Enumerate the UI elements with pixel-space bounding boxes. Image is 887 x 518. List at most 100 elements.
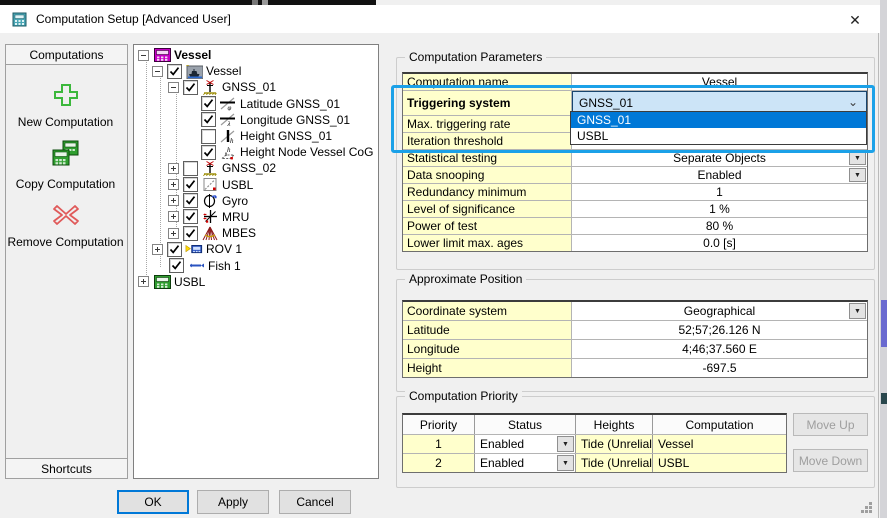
tree-checkbox[interactable] <box>201 144 216 160</box>
row-value-data-snooping[interactable]: Enabled ▼ <box>572 167 867 183</box>
tree-item-label: Height Node Vessel CoG <box>240 145 374 160</box>
tree-item-vessel[interactable]: Vessel <box>134 63 378 79</box>
row-value-statistical-testing[interactable]: Separate Objects ▼ <box>572 150 867 166</box>
apply-button[interactable]: Apply <box>197 490 269 514</box>
close-icon[interactable]: ✕ <box>849 11 861 28</box>
column-header-priority: Priority <box>403 415 475 434</box>
add-icon <box>52 82 80 111</box>
tree-item-height-node-vessel-cog[interactable]: h Height Node Vessel CoG <box>134 144 378 160</box>
expand-plus-icon[interactable] <box>168 227 179 239</box>
usbl-computation-icon <box>153 274 171 289</box>
priority-cell: 1 <box>403 435 475 453</box>
dropdown-arrow-button[interactable]: ▼ <box>849 168 866 182</box>
dropdown-option-usbl[interactable]: USBL <box>577 129 609 143</box>
dropdown-arrow-button[interactable]: ▼ <box>557 436 574 452</box>
tree-checkbox[interactable] <box>183 177 198 193</box>
row-value-longitude[interactable]: 4;46;37.560 E <box>572 340 867 358</box>
collapse-minus-icon[interactable] <box>168 81 179 93</box>
row-value-computation-name[interactable]: Vessel <box>572 74 867 90</box>
tree-checkbox[interactable] <box>167 241 182 257</box>
computations-panel <box>5 44 128 479</box>
row-value-power-of-test[interactable]: 80 % <box>572 218 867 234</box>
expand-plus-icon[interactable] <box>152 243 163 255</box>
dialog-right-border <box>878 5 879 518</box>
column-header-heights: Heights <box>576 415 653 434</box>
title-bar[interactable]: Computation Setup [Advanced User] ✕ <box>0 5 880 33</box>
status-combo[interactable]: Enabled ▼ <box>475 454 576 472</box>
move-up-button[interactable]: Move Up <box>793 413 868 436</box>
value-text: 1 % <box>709 202 730 216</box>
new-computation-button[interactable]: New Computation <box>6 82 125 129</box>
expand-plus-icon[interactable] <box>168 195 179 207</box>
mru-icon <box>201 209 219 224</box>
copy-computation-button[interactable]: Copy Computation <box>6 138 125 191</box>
collapse-minus-icon[interactable] <box>138 49 149 61</box>
table-row: Longitude 4;46;37.560 E <box>403 339 867 358</box>
gnss-antenna-icon <box>201 80 219 95</box>
computation-icon <box>153 48 171 63</box>
tree-item-longitude-gnss-01[interactable]: λ Longitude GNSS_01 <box>134 112 378 128</box>
tree-item-vessel[interactable]: Vessel <box>134 47 378 63</box>
collapse-minus-icon[interactable] <box>152 65 163 77</box>
heights-cell[interactable]: Tide (Unrelial <box>576 435 653 453</box>
row-value-coordinate-system[interactable]: Geographical ▼ <box>572 302 867 320</box>
tree-checkbox[interactable] <box>201 128 216 144</box>
row-value-lower-limit-max-ages[interactable]: 0.0 [s] <box>572 235 867 251</box>
tree-item-height-gnss-01[interactable]: h Height GNSS_01 <box>134 128 378 144</box>
approximate-position-title: Approximate Position <box>405 272 527 286</box>
triggering-system-dropdown-list[interactable]: GNSS_01 USBL <box>570 111 867 145</box>
cancel-button[interactable]: Cancel <box>279 490 351 514</box>
dropdown-arrow-button[interactable]: ▼ <box>557 455 574 471</box>
tree-item-gyro[interactable]: Gyro <box>134 193 378 209</box>
tree-item-gnss-01[interactable]: GNSS_01 <box>134 79 378 95</box>
heights-cell[interactable]: Tide (Unrelial <box>576 454 653 472</box>
value-text: -697.5 <box>702 361 737 375</box>
tree-item-latitude-gnss-01[interactable]: φ Latitude GNSS_01 <box>134 96 378 112</box>
expand-plus-icon[interactable] <box>168 162 179 174</box>
background-app-sliver <box>880 0 887 518</box>
shortcuts-header[interactable]: Shortcuts <box>5 458 128 479</box>
row-value-redundancy-minimum[interactable]: 1 <box>572 184 867 200</box>
row-value-height[interactable]: -697.5 <box>572 359 867 377</box>
tree-checkbox[interactable] <box>183 160 198 176</box>
move-down-button[interactable]: Move Down <box>793 449 868 472</box>
expand-plus-icon[interactable] <box>168 179 179 191</box>
tree-checkbox[interactable] <box>169 258 184 274</box>
value-text: Geographical <box>683 304 756 318</box>
row-label-computation-name: Computation name <box>403 74 572 90</box>
computation-cell: USBL <box>653 454 786 472</box>
tree-item-fish-1[interactable]: Fish 1 <box>134 257 378 274</box>
row-value-level-of-significance[interactable]: 1 % <box>572 201 867 217</box>
row-value-latitude[interactable]: 52;57;26.126 N <box>572 321 867 339</box>
computation-tree[interactable]: Vessel Vessel GNSS_01 φ Latitude GNSS_01 λ Lon… <box>133 44 379 479</box>
svg-text:φ: φ <box>228 104 232 111</box>
expand-plus-icon[interactable] <box>138 276 149 288</box>
remove-computation-button[interactable]: Remove Computation <box>6 202 125 249</box>
tree-item-mbes[interactable]: MBES <box>134 225 378 241</box>
dropdown-arrow-button[interactable]: ▼ <box>849 303 866 319</box>
value-text: 4;46;37.560 E <box>682 342 757 356</box>
tree-item-usbl[interactable]: USBL <box>134 274 378 290</box>
tree-checkbox[interactable] <box>183 193 198 209</box>
tree-checkbox[interactable] <box>183 209 198 225</box>
row-label-level-of-significance: Level of significance <box>403 201 572 217</box>
tree-checkbox[interactable] <box>167 63 182 79</box>
status-combo[interactable]: Enabled ▼ <box>475 435 576 453</box>
tree-item-usbl[interactable]: USBL <box>134 177 378 193</box>
tree-checkbox[interactable] <box>183 79 198 95</box>
tree-item-rov-1[interactable]: ROV 1 <box>134 241 378 257</box>
computation-parameters-title: Computation Parameters <box>405 50 547 64</box>
background-app-sliver-accent <box>881 300 887 347</box>
computation-parameters-table: Computation name Vessel Triggering system G… <box>402 72 868 252</box>
dropdown-arrow-button[interactable]: ▼ <box>849 151 866 165</box>
dropdown-option-gnss_01[interactable]: GNSS_01 <box>571 112 866 128</box>
tree-checkbox[interactable] <box>201 96 216 112</box>
tree-checkbox[interactable] <box>183 225 198 241</box>
expand-plus-icon[interactable] <box>168 211 179 223</box>
tree-item-gnss-02[interactable]: GNSS_02 <box>134 160 378 176</box>
resize-grip[interactable] <box>869 502 872 505</box>
tree-item-mru[interactable]: MRU <box>134 209 378 225</box>
tree-checkbox[interactable] <box>201 112 216 128</box>
priority-table-header: Priority Status Heights Computation <box>403 415 786 434</box>
ok-button[interactable]: OK <box>117 490 189 514</box>
